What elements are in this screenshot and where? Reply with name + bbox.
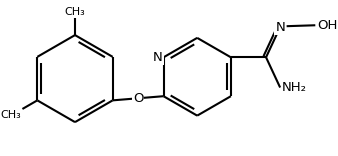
Text: CH₃: CH₃ [65,7,86,17]
Text: N: N [153,51,163,64]
Text: NH₂: NH₂ [282,81,307,94]
Text: OH: OH [317,19,338,32]
Text: CH₃: CH₃ [1,110,22,120]
Text: O: O [133,92,143,105]
Text: N: N [275,21,285,34]
